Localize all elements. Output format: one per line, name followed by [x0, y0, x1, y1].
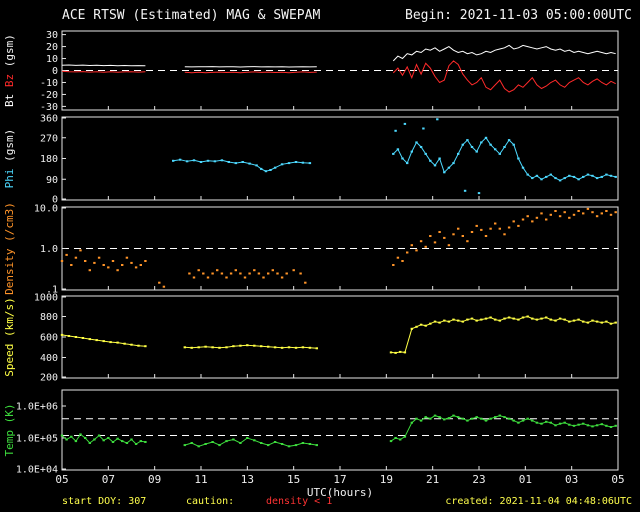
ytick-label: 270 — [40, 133, 58, 144]
created-timestamp: created: 2021-11-04 04:48:06UTC — [445, 496, 632, 507]
xtick-label: 21 — [426, 473, 439, 486]
ytick-label: 10.0 — [34, 204, 58, 215]
series-dots-speed — [60, 315, 617, 354]
ytick-label: -20 — [40, 90, 58, 101]
ytick-label: 90 — [46, 175, 58, 186]
xtick-label: 01 — [519, 473, 532, 486]
xtick-label: 03 — [565, 473, 578, 486]
xtick-label: 09 — [148, 473, 161, 486]
series-dots-density — [60, 207, 617, 288]
xtick-label: 19 — [380, 473, 393, 486]
panel-phi: 360 270 180 90 0 Phi (gsm) — [3, 114, 619, 206]
ytick-label: 180 — [40, 154, 58, 165]
ytick-label: 10 — [46, 54, 58, 65]
ytick-label: 800 — [40, 312, 58, 323]
ytick-label: 600 — [40, 333, 58, 344]
y-axis-label: Density (/cm3) — [3, 202, 16, 295]
y-axis-label: Bt Bz (gsm) — [3, 34, 16, 107]
start-doy-label: start DOY: 307 — [62, 496, 147, 507]
ytick-label: 20 — [46, 42, 58, 53]
series-phi — [173, 137, 616, 181]
y-axis-label: Phi (gsm) — [3, 129, 16, 189]
xtick-label: 15 — [287, 473, 300, 486]
y-axis-label: Speed (km/s) — [3, 297, 16, 376]
ytick-label: 0 — [52, 66, 58, 77]
ytick-label: 1.0E+06 — [16, 401, 58, 412]
series-dots-phi — [172, 136, 617, 182]
panel-speed: 1000 800 600 400 200 Speed (km/s) — [3, 293, 619, 384]
ytick-label: -10 — [40, 78, 58, 89]
ytick-label: 0 — [52, 195, 58, 206]
series-dots-temp — [60, 414, 617, 448]
y-axis-label: Temp (K) — [3, 404, 16, 457]
xtick-label: 07 — [102, 473, 115, 486]
begin-timestamp: Begin: 2021-11-03 05:00:00UTC — [405, 8, 632, 23]
series-dots-phi-stray — [394, 118, 481, 195]
series-bt — [61, 44, 616, 68]
caution-value: density < 1 — [266, 496, 333, 507]
ytick-label: 400 — [40, 353, 58, 364]
xtick-label: 05 — [611, 473, 624, 486]
xtick-label: 17 — [333, 473, 346, 486]
xtick-label: 13 — [241, 473, 254, 486]
ytick-label: 1.0E+04 — [16, 465, 58, 476]
series-speed — [61, 315, 616, 354]
xtick-label: 23 — [472, 473, 485, 486]
panel-density: 10.0 1.0 .1 Density (/cm3) — [3, 202, 619, 296]
page-title: ACE RTSW (Estimated) MAG & SWEPAM — [62, 8, 321, 23]
ytick-label: 200 — [40, 373, 58, 384]
xtick-label: 11 — [194, 473, 207, 486]
ytick-label: .1 — [46, 285, 58, 296]
ytick-label: -30 — [40, 102, 58, 113]
x-axis-label: UTC(hours) — [307, 486, 373, 499]
ytick-label: 1.0E+05 — [16, 433, 58, 444]
ytick-label: 30 — [46, 30, 58, 41]
xtick-label: 05 — [55, 473, 68, 486]
ytick-label: 1.0 — [40, 244, 58, 255]
caution-label: caution: — [186, 496, 235, 507]
ytick-label: 1000 — [34, 293, 58, 304]
ytick-label: 360 — [40, 114, 58, 125]
series-bz — [61, 60, 616, 93]
